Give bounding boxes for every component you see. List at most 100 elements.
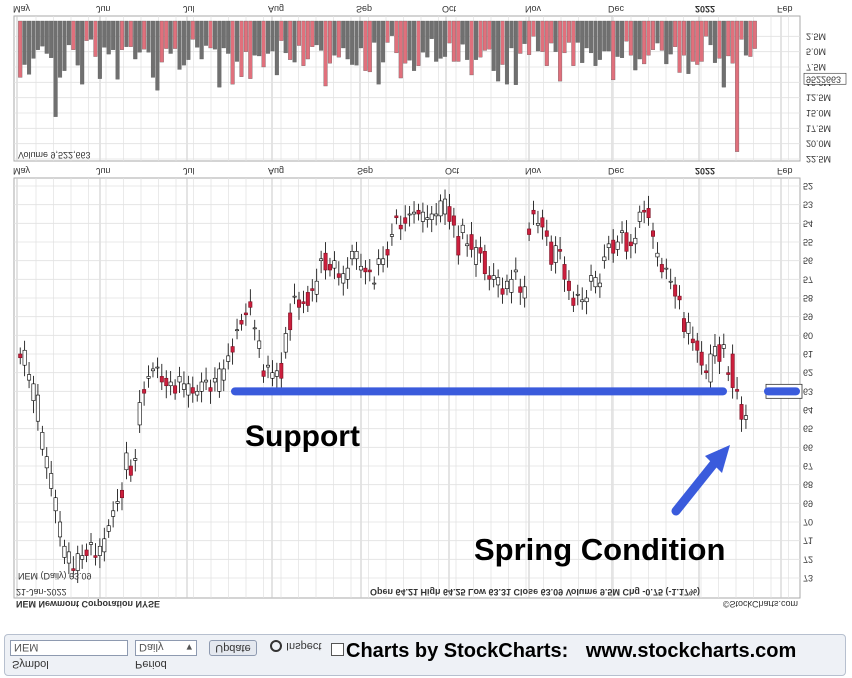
candle-body [398, 224, 403, 230]
month-label-top: Oct [442, 4, 457, 14]
month-label-top: Dec [608, 4, 625, 14]
volume-tick-label: 7.5M [806, 62, 826, 72]
candle-body [177, 376, 182, 383]
month-label-price: Aug [268, 166, 284, 176]
volume-bar [97, 20, 102, 79]
candle-body [403, 217, 408, 224]
candle-body [80, 555, 85, 560]
update-button[interactable]: Update [209, 640, 257, 656]
month-label-price: Nov [525, 166, 542, 176]
month-label-price: Jul [183, 166, 195, 176]
candle-body [226, 355, 231, 362]
volume-bar [301, 20, 306, 66]
volume-bar [602, 20, 607, 52]
volume-bar [354, 20, 359, 66]
candle-body [288, 312, 293, 331]
volume-bar [212, 20, 217, 50]
candle-body [549, 241, 554, 265]
candle-body [615, 241, 620, 250]
candle-body [412, 211, 417, 215]
price-tick-label: 73 [803, 573, 813, 583]
volume-bar [292, 20, 297, 63]
candle-body [212, 377, 217, 383]
volume-bar [394, 20, 399, 54]
volume-bar [735, 20, 740, 152]
volume-bar [558, 20, 563, 82]
volume-bar [469, 20, 474, 76]
symbol-input[interactable]: NEM [10, 640, 128, 656]
volume-bar [226, 20, 231, 54]
candle-body [239, 320, 244, 325]
volume-bar [642, 20, 647, 65]
candle-body [478, 247, 483, 254]
month-label-top: Nov [525, 4, 542, 14]
candle-body [186, 383, 191, 396]
candle-body [128, 465, 133, 476]
candle-body [469, 234, 474, 250]
month-label-top: Sep [356, 4, 372, 14]
volume-bar [44, 20, 49, 54]
price-tick-label: 63 [803, 386, 813, 396]
volume-bar [31, 20, 36, 59]
candle-body [721, 344, 726, 349]
inspect-toggle[interactable]: Inspect [270, 640, 321, 653]
candle-body [230, 346, 235, 353]
volume-bar [743, 20, 748, 56]
candle-body [527, 228, 532, 235]
volume-bar [84, 20, 89, 41]
volume-bar [566, 20, 571, 43]
volume-bar [372, 20, 377, 43]
volume-bar [699, 20, 704, 62]
price-tick-label: 70 [803, 517, 813, 527]
volume-bar [509, 20, 514, 49]
volume-bar [686, 20, 691, 74]
candle-body [62, 545, 67, 558]
volume-bar [208, 20, 213, 49]
volume-bar [611, 20, 616, 81]
credit-url[interactable]: www.stockcharts.com [585, 640, 797, 662]
inspect-checkbox[interactable] [331, 643, 344, 656]
volume-bar [102, 20, 107, 48]
candle-body [633, 237, 638, 245]
last-volume-box [803, 72, 847, 85]
volume-bar [177, 20, 182, 70]
volume-bar [704, 20, 709, 37]
period-select[interactable]: Daily ▾ [135, 640, 197, 656]
volume-bar [434, 20, 439, 62]
volume-bar [190, 20, 195, 40]
candle-body [425, 217, 430, 220]
volume-bar [398, 20, 403, 79]
volume-bar [535, 20, 540, 52]
volume-bar [708, 20, 713, 46]
candle-body [266, 364, 271, 368]
price-tick-label: 67 [803, 461, 813, 471]
candle-body [620, 230, 625, 233]
price-tick-label: 69 [803, 498, 813, 508]
price-tick-label: 56 [803, 256, 813, 266]
volume-bar [217, 20, 222, 88]
candle-body [456, 236, 461, 256]
volume-bar [327, 20, 332, 64]
candle-body [195, 391, 200, 396]
price-tick-label: 58 [803, 293, 813, 303]
volume-bar [681, 20, 686, 56]
annotations: Support Spring Condition [231, 387, 800, 567]
month-label-top: Jun [96, 4, 111, 14]
volume-bar [124, 20, 129, 47]
volume-bar [624, 20, 629, 42]
candle-body [544, 230, 549, 237]
candle-body [416, 209, 421, 215]
candle-body [248, 301, 253, 308]
volume-bar [142, 20, 147, 50]
volume-bar [270, 20, 275, 52]
volume-bar [62, 20, 67, 71]
candle-body [690, 338, 695, 344]
candle-body [235, 329, 240, 332]
volume-bar [248, 20, 253, 79]
candle-body [708, 353, 713, 383]
candle-body [717, 344, 722, 362]
volume-bar [438, 20, 443, 59]
candle-body [726, 372, 731, 375]
candle-body [628, 241, 633, 247]
